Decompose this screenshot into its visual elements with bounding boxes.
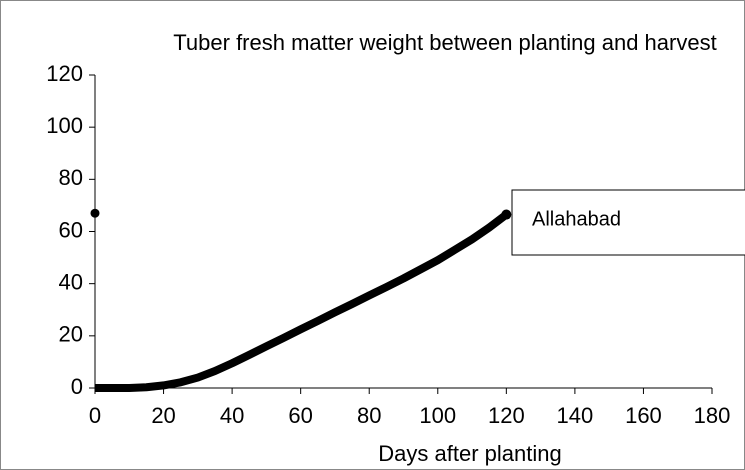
x-tick-label: 160 bbox=[625, 403, 662, 428]
x-tick-label: 180 bbox=[694, 403, 731, 428]
x-tick-label: 20 bbox=[151, 403, 175, 428]
y-tick-label: 20 bbox=[59, 322, 83, 347]
x-tick-label: 100 bbox=[419, 403, 456, 428]
y-tick-label: 0 bbox=[71, 374, 83, 399]
y-tick-label: 100 bbox=[46, 113, 83, 138]
end-marker bbox=[501, 209, 512, 220]
legend-box bbox=[511, 189, 745, 256]
x-tick-label: 0 bbox=[89, 403, 101, 428]
chart-title: Tuber fresh matter weight between planti… bbox=[173, 30, 717, 55]
y-tick-label: 120 bbox=[46, 61, 83, 86]
y-tick-label: 80 bbox=[59, 165, 83, 190]
x-tick-label: 80 bbox=[357, 403, 381, 428]
series-line bbox=[95, 211, 509, 392]
point-marker bbox=[90, 208, 100, 218]
x-tick-label: 60 bbox=[288, 403, 312, 428]
x-tick-label: 120 bbox=[488, 403, 525, 428]
y-tick-label: 60 bbox=[59, 217, 83, 242]
x-tick-label: 140 bbox=[557, 403, 594, 428]
x-axis-label: Days after planting bbox=[378, 441, 561, 466]
legend-label: Allahabad bbox=[532, 208, 621, 230]
x-tick-label: 40 bbox=[220, 403, 244, 428]
y-tick-label: 40 bbox=[59, 269, 83, 294]
